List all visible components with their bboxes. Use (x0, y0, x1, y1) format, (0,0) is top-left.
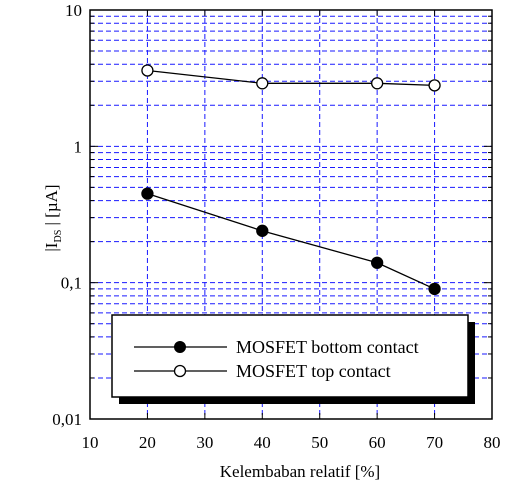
x-tick-label: 30 (196, 433, 213, 452)
x-tick-label: 10 (82, 433, 99, 452)
plot-frame (89, 9, 493, 420)
x-tick-label: 60 (369, 433, 386, 452)
series-line-1 (147, 69, 435, 87)
legend-marker-bottom-contact (174, 341, 186, 353)
x-tick-label: 40 (254, 433, 271, 452)
data-point-0 (141, 187, 154, 200)
series-layer (141, 64, 441, 296)
y-axis-title: |IDS | [µA] (42, 184, 64, 251)
plot-border (89, 9, 493, 420)
y-tick-label: 10 (65, 1, 82, 20)
data-point-0 (370, 256, 384, 269)
legend-box (111, 314, 469, 398)
legend-label-bottom-contact: MOSFET bottom contact (236, 337, 419, 357)
x-tick-label: 70 (426, 433, 443, 452)
tick-labels: 10 20 30 40 50 60 70 80 0,01 0,1 1 10 (52, 1, 500, 452)
series-line-0 (147, 192, 435, 290)
y-tick-label: 0,01 (52, 410, 82, 429)
x-tick-label: 50 (311, 433, 328, 452)
data-point-1 (428, 79, 441, 92)
legend-entry-bottom-contact: MOSFET bottom contact (134, 337, 419, 357)
data-point-0 (256, 224, 269, 237)
x-axis-title: Kelembaban relatif [%] (220, 462, 380, 481)
y-tick-label: 1 (74, 137, 83, 156)
legend-label-top-contact: MOSFET top contact (236, 361, 391, 381)
legend-marker-top-contact (173, 364, 187, 378)
y-tick-label: 0,1 (61, 274, 82, 293)
data-point-1 (370, 77, 384, 90)
grid-lines (90, 10, 492, 419)
data-point-1 (141, 64, 154, 77)
legend: MOSFET bottom contact MOSFET top contact (111, 314, 475, 404)
x-tick-label: 20 (139, 433, 156, 452)
data-point-1 (256, 77, 269, 90)
data-point-0 (428, 282, 441, 296)
legend-entry-top-contact: MOSFET top contact (134, 361, 391, 381)
axis-ticks (89, 10, 493, 420)
x-tick-label: 80 (484, 433, 501, 452)
